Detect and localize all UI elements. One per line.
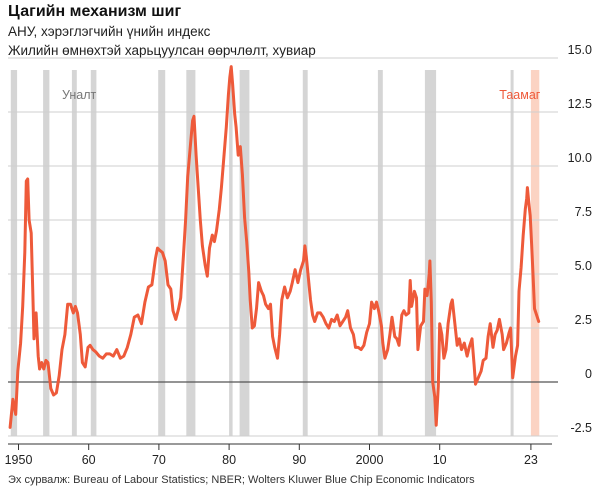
x-tick-label: 1950: [5, 453, 33, 467]
recession-band: [10, 70, 18, 436]
recession-band: [229, 70, 233, 436]
x-tick-label: 70: [152, 453, 166, 467]
recession-band: [90, 70, 97, 436]
y-tick-label: -2.5: [570, 421, 592, 435]
forecast-label: Таамаг: [499, 88, 541, 102]
cpi-series-line: [8, 65, 541, 429]
recession-band: [377, 70, 383, 436]
recession-label: Уналт: [62, 88, 97, 102]
y-tick-label: 12.5: [568, 97, 592, 111]
y-tick-label: 0: [585, 367, 592, 381]
x-tick-label: 10: [433, 453, 447, 467]
x-tick-label: 23: [524, 453, 538, 467]
recession-band: [71, 70, 77, 436]
chart-title: Цагийн механизм шиг: [8, 3, 182, 20]
source-note: Эх сурвалж: Bureau of Labour Statistics;…: [8, 474, 475, 486]
chart-units: Жилийн өмнөхтэй харьцуулсан өөрчлөлт, ху…: [8, 43, 316, 58]
forecast-band: [530, 70, 540, 436]
y-tick-label: 5.0: [575, 259, 592, 273]
x-tick-label: 80: [222, 453, 236, 467]
chart-subtitle: АНУ, хэрэглэгчийн үнийн индекс: [8, 24, 211, 39]
recession-band: [239, 70, 250, 436]
x-tick-label: 2000: [356, 453, 384, 467]
recession-band: [43, 70, 50, 436]
recession-band: [424, 70, 437, 436]
x-tick-label: 90: [292, 453, 306, 467]
y-tick-label: 10.0: [568, 151, 592, 165]
recession-band: [510, 70, 514, 436]
y-tick-label: 15.0: [568, 43, 592, 57]
recession-band: [186, 70, 196, 436]
y-tick-label: 2.5: [575, 313, 592, 327]
x-tick-label: 60: [82, 453, 96, 467]
y-tick-label: 7.5: [575, 205, 592, 219]
